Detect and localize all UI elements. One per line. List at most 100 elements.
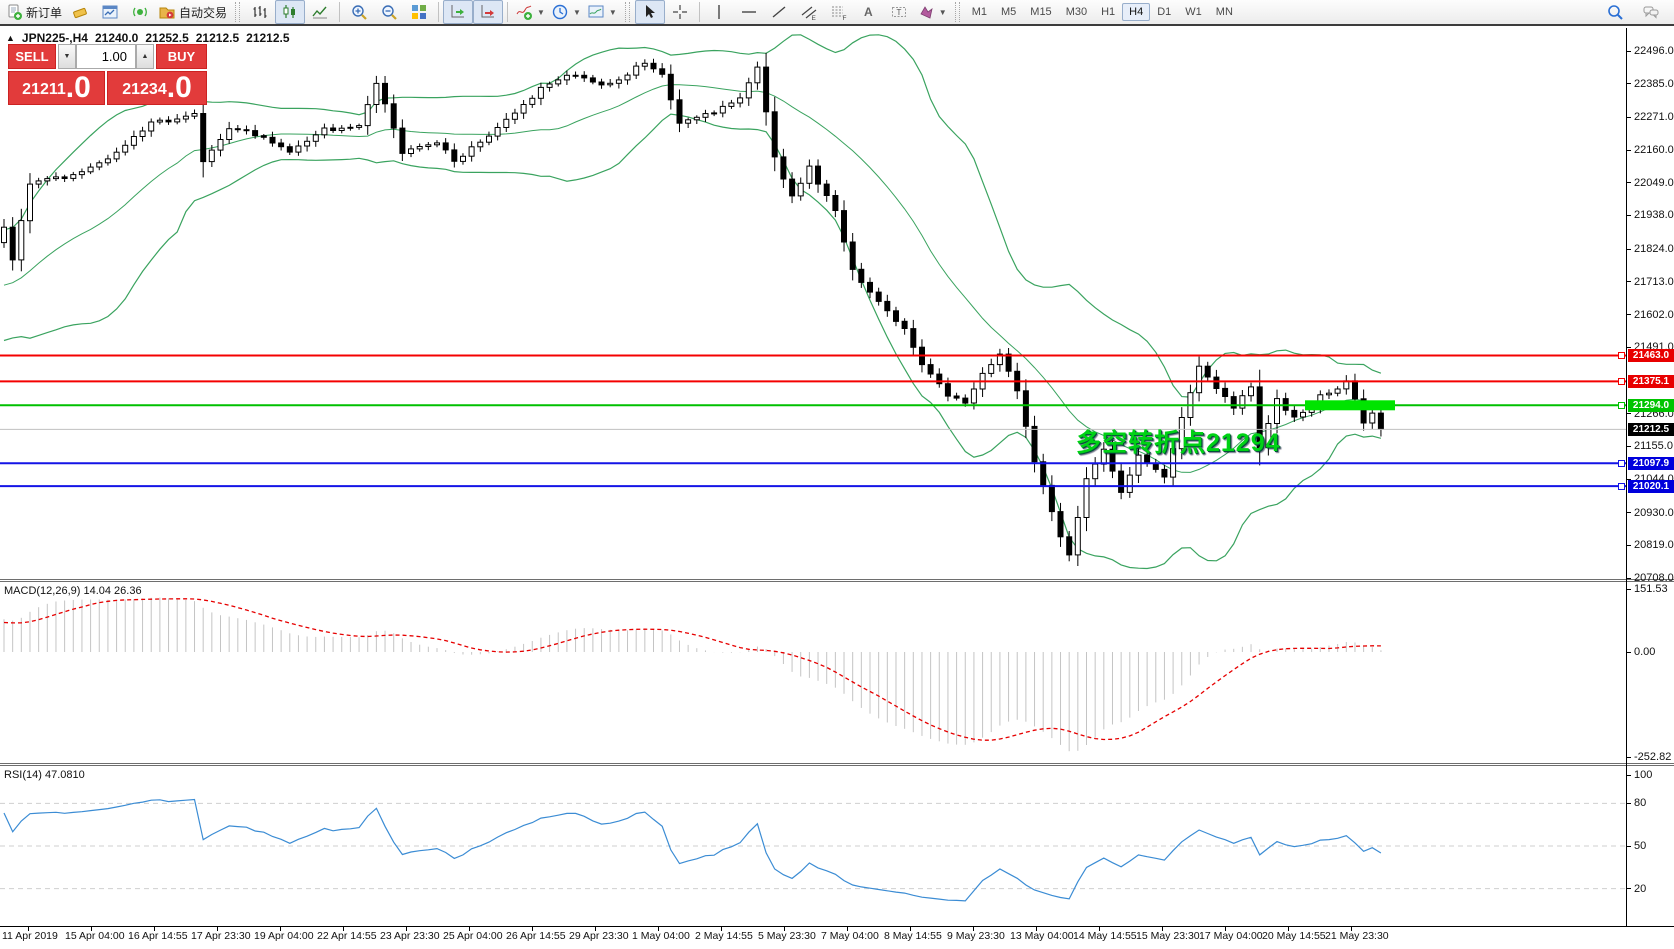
price-tick-mark <box>1626 149 1631 151</box>
time-label: 8 May 14:55 <box>884 930 942 942</box>
periods-button[interactable]: ▼ <box>548 0 584 24</box>
auto-scroll-button[interactable] <box>443 0 474 24</box>
price-tick-mark <box>1626 577 1631 579</box>
arrows-button[interactable]: ▼ <box>914 0 950 24</box>
indicators-dropdown-icon[interactable]: ▼ <box>537 7 545 17</box>
signals-button[interactable] <box>125 0 155 24</box>
time-tick-mark <box>595 927 596 931</box>
time-tick-mark <box>658 927 659 931</box>
text-button[interactable]: A <box>854 0 884 24</box>
quote-close: 21212.5 <box>246 31 290 45</box>
level-drag-handle[interactable] <box>1618 482 1625 490</box>
timeframe-mn[interactable]: MN <box>1215 6 1233 18</box>
chat-button[interactable] <box>1636 0 1666 24</box>
arrows-dropdown-icon[interactable]: ▼ <box>938 7 947 17</box>
timeframe-h1[interactable]: H1 <box>1101 6 1116 18</box>
auto-trading-button[interactable]: 自动交易 <box>155 0 230 24</box>
templates-button[interactable]: ▼ <box>584 0 620 24</box>
panel-separator[interactable] <box>0 579 1674 582</box>
rsi-tick-mark <box>1626 888 1631 890</box>
toolbar-separator <box>438 2 440 22</box>
sell-button[interactable]: SELL <box>8 44 56 69</box>
new-order-button[interactable]: 新订单 <box>2 0 65 24</box>
candle-chart-button[interactable] <box>275 0 306 24</box>
price-tick-mark <box>1626 346 1631 348</box>
zoom-in-button[interactable] <box>344 0 374 24</box>
time-label: 23 Apr 23:30 <box>380 930 440 942</box>
tile-windows-button[interactable] <box>404 0 434 24</box>
cursor-button[interactable] <box>634 0 665 24</box>
level-drag-handle[interactable] <box>1618 352 1625 360</box>
cursor-icon <box>641 3 659 21</box>
timeframe-m5[interactable]: M5 <box>1001 6 1017 18</box>
rsi-panel-chart[interactable] <box>0 766 1626 926</box>
zoom-out-button[interactable] <box>374 0 404 24</box>
line-chart-button[interactable] <box>305 0 335 24</box>
level-price-tag: 21097.9 <box>1628 456 1674 470</box>
quote-collapse-icon[interactable]: ▲ <box>6 33 15 43</box>
chart-annotation-text[interactable]: 多空转折点21294 <box>1076 429 1281 457</box>
new-order-label: 新订单 <box>26 5 63 20</box>
text-label-button[interactable]: T <box>884 0 914 24</box>
rsi-label: RSI(14) 47.0810 <box>4 769 85 781</box>
level-highlight-bar[interactable] <box>1305 400 1395 411</box>
panel-separator[interactable] <box>0 763 1674 766</box>
chart-shift-button[interactable] <box>473 0 504 24</box>
level-drag-handle[interactable] <box>1618 459 1625 467</box>
price-tick-label: 21155.0 <box>1634 440 1673 453</box>
buy-button[interactable]: BUY <box>156 44 207 69</box>
toolbar-separator <box>507 2 509 22</box>
timeframe-m30[interactable]: M30 <box>1065 6 1088 18</box>
indicators-button[interactable]: ▼ <box>512 0 548 24</box>
price-tick-mark <box>1626 248 1631 250</box>
rsi-tick-label: 100 <box>1634 769 1653 781</box>
svg-text:F: F <box>842 15 846 21</box>
search-button[interactable] <box>1600 0 1630 24</box>
time-tick-mark <box>910 927 911 931</box>
vertical-line-button[interactable] <box>704 0 734 24</box>
eraser-icon <box>71 3 89 21</box>
toolbar-grip[interactable] <box>624 2 630 22</box>
trendline-button[interactable] <box>764 0 794 24</box>
bar-chart-button[interactable] <box>245 0 275 24</box>
level-drag-handle[interactable] <box>1618 377 1625 385</box>
time-tick-mark <box>1162 927 1163 931</box>
price-tick-mark <box>1626 512 1631 514</box>
svg-text:T: T <box>896 8 901 17</box>
svg-text:A: A <box>864 5 873 19</box>
macd-panel-chart[interactable] <box>0 582 1626 764</box>
templates-dropdown-icon[interactable]: ▼ <box>608 7 617 17</box>
time-label: 9 May 23:30 <box>947 930 1005 942</box>
eraser-button[interactable] <box>65 0 95 24</box>
toolbar-grip[interactable] <box>235 2 241 22</box>
periods-dropdown-icon[interactable]: ▼ <box>572 7 581 17</box>
time-tick-mark <box>973 927 974 931</box>
volume-increase-button[interactable]: ▲ <box>136 44 154 69</box>
timeframe-m15[interactable]: M15 <box>1030 6 1052 18</box>
volume-input[interactable]: 1.00 <box>76 44 136 69</box>
chart-window-button[interactable] <box>95 0 125 24</box>
timeframe-w1[interactable]: W1 <box>1185 6 1202 18</box>
bar-chart-icon <box>251 3 269 21</box>
buy-price[interactable]: 21234.0 <box>107 71 207 105</box>
level-drag-handle[interactable] <box>1618 401 1625 409</box>
time-label: 17 May 04:00 <box>1199 930 1263 942</box>
crosshair-button[interactable] <box>665 0 695 24</box>
volume-decrease-button[interactable]: ▼ <box>58 44 76 69</box>
channel-button[interactable]: E <box>794 0 824 24</box>
time-label: 20 May 14:55 <box>1262 930 1326 942</box>
timeframe-h4[interactable]: H4 <box>1122 3 1151 21</box>
zoom-in-icon <box>350 3 368 21</box>
sell-price[interactable]: 21211.0 <box>8 71 105 105</box>
toolbar-grip[interactable] <box>954 2 960 22</box>
candlestick-chart[interactable] <box>0 28 1626 580</box>
level-price-tag: 21463.0 <box>1628 349 1674 363</box>
crosshair-icon <box>671 3 689 21</box>
timeframe-d1[interactable]: D1 <box>1157 6 1172 18</box>
fibonacci-button[interactable]: F <box>824 0 854 24</box>
timeframe-m1[interactable]: M1 <box>971 6 987 18</box>
horizontal-line-button[interactable] <box>734 0 764 24</box>
macd-tick-mark <box>1626 651 1631 653</box>
price-tick-label: 22049.0 <box>1634 176 1674 189</box>
vertical-line-icon <box>710 3 728 21</box>
